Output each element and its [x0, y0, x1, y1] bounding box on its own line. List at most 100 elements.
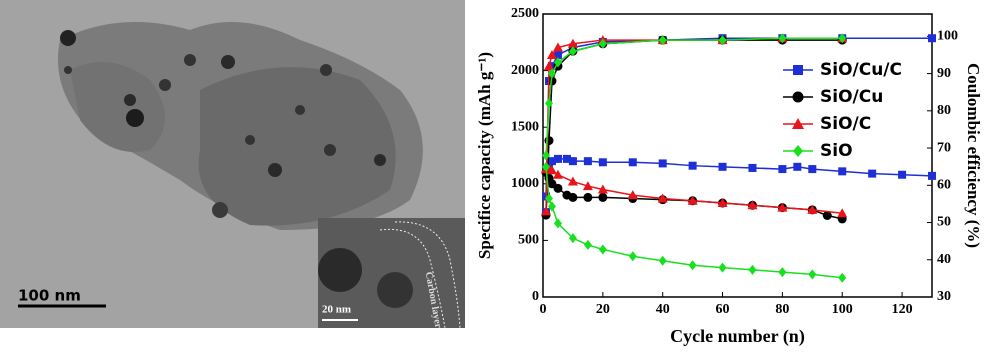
marker	[658, 159, 667, 168]
marker	[928, 171, 936, 180]
marker	[541, 150, 550, 161]
y2-tick-label: 100	[937, 29, 958, 44]
y2-axis-title: Coulombic efficiency (%)	[964, 63, 983, 248]
y-tick-label: 1500	[511, 119, 539, 134]
marker	[778, 165, 787, 174]
marker	[748, 264, 757, 275]
marker	[552, 42, 563, 52]
marker	[838, 167, 847, 176]
x-tick-label: 120	[892, 302, 913, 317]
marker	[808, 269, 817, 280]
marker	[747, 200, 758, 210]
y2-tick-label: 30	[937, 289, 951, 304]
marker	[597, 184, 608, 194]
y2-tick-label: 50	[937, 215, 951, 230]
marker	[793, 145, 803, 157]
marker	[792, 91, 804, 103]
marker	[658, 35, 667, 46]
marker	[568, 46, 577, 57]
marker	[778, 33, 787, 44]
marker	[598, 192, 608, 202]
tem-image: 100 nm 20 nm Carbon layer	[0, 0, 465, 330]
marker	[546, 165, 557, 175]
marker	[808, 165, 817, 174]
marker	[792, 118, 804, 129]
legend-label: SiO/Cu	[820, 87, 883, 107]
marker	[540, 206, 551, 216]
marker	[546, 49, 557, 59]
marker	[598, 38, 607, 49]
marker	[598, 244, 607, 255]
chart: 0 20 40 60 80 100 120 0 500 1000 1500 2000 2500 30 40 5…	[475, 6, 983, 347]
marker	[793, 65, 803, 75]
marker	[822, 210, 832, 220]
marker	[547, 201, 556, 212]
x-tick-label: 80	[775, 302, 789, 317]
marker	[544, 136, 554, 146]
marker	[838, 33, 847, 44]
marker	[793, 162, 802, 171]
y-axis-title: Specifice capacity (mAh g⁻¹)	[475, 52, 494, 259]
marker	[718, 35, 727, 46]
marker	[718, 162, 727, 171]
y-tick-label: 0	[532, 289, 539, 304]
marker	[627, 190, 638, 200]
legend-label: SiO/Cu/C	[820, 60, 902, 80]
marker	[838, 272, 847, 283]
y-tick-label: 2000	[511, 63, 539, 78]
marker	[562, 154, 571, 163]
marker	[568, 192, 578, 202]
y2-tick-label: 60	[937, 178, 951, 193]
y2-tick-label: 80	[937, 103, 951, 118]
y2-tick-label: 70	[937, 140, 951, 155]
marker	[567, 38, 578, 48]
marker	[553, 154, 562, 163]
marker	[583, 192, 593, 202]
marker	[777, 202, 788, 212]
marker	[778, 267, 787, 278]
marker	[567, 176, 578, 186]
marker	[544, 193, 553, 204]
x-tick-label: 20	[596, 302, 610, 317]
marker	[583, 239, 592, 250]
marker	[553, 50, 562, 59]
x-tick-label: 100	[832, 302, 853, 317]
marker	[568, 233, 577, 244]
marker	[837, 208, 848, 218]
marker	[807, 204, 818, 214]
marker	[552, 169, 563, 179]
marker	[868, 169, 877, 178]
marker	[717, 198, 728, 208]
x-axis-title: Cycle number (n)	[670, 326, 805, 347]
marker	[748, 163, 757, 172]
marker	[553, 57, 562, 68]
x-tick-label: 0	[540, 302, 547, 317]
x-tick-label: 40	[656, 302, 670, 317]
marker	[553, 218, 562, 229]
series-line	[545, 168, 843, 214]
marker	[544, 98, 553, 109]
scale-bar-label: 100 nm	[18, 287, 81, 305]
plot-frame	[542, 13, 933, 298]
marker	[553, 183, 563, 193]
series-line	[545, 166, 843, 279]
legend-label: SiO	[820, 141, 853, 161]
marker	[688, 161, 697, 170]
marker	[628, 158, 637, 167]
marker	[898, 170, 907, 179]
marker	[658, 255, 667, 266]
marker	[928, 34, 936, 43]
marker	[583, 157, 592, 166]
y2-tick-label: 40	[937, 252, 951, 267]
marker	[598, 158, 607, 167]
y-tick-label: 1000	[511, 176, 539, 191]
y2-tick-label: 90	[937, 66, 951, 81]
marker	[547, 68, 556, 79]
marker	[687, 195, 698, 205]
marker	[541, 161, 550, 172]
y-tick-label: 2500	[511, 6, 539, 21]
x-tick-label: 60	[716, 302, 730, 317]
marker	[657, 193, 668, 203]
